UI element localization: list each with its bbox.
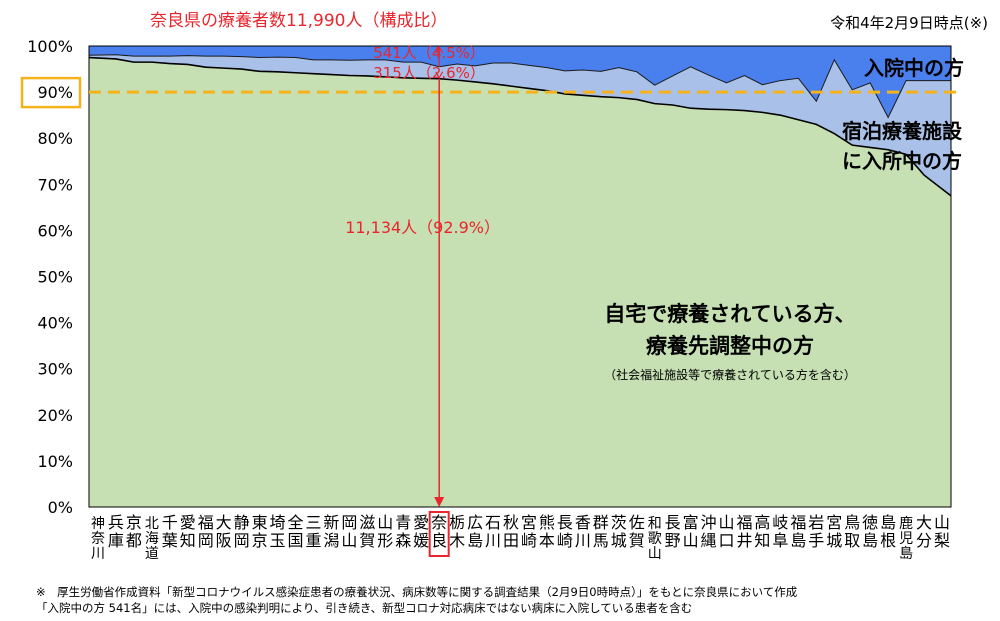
inpatient-label: 入院中の方	[864, 56, 964, 80]
x-tick-label: 北海道	[145, 516, 159, 562]
x-tick-label: 沖縄	[701, 513, 717, 550]
x-tick-label: 鳥取	[844, 513, 860, 550]
x-tick-label: 秋田	[503, 513, 519, 550]
nara-annotations: 541人（4.5%） 315人（2.6%） 11,134人（92.9%）	[345, 44, 500, 507]
x-tick-label: 島根	[880, 513, 896, 550]
area-hotel	[89, 54, 951, 196]
highlight-box-nara	[428, 511, 450, 557]
x-tick-label: 京都	[126, 513, 142, 550]
x-tick-label: 熊本	[539, 513, 555, 550]
y-tick-label: 60%	[37, 221, 73, 240]
x-tick-label: 青森	[395, 513, 411, 550]
x-tick-label: 三重	[305, 513, 321, 550]
x-tick-label: 富山	[683, 513, 699, 550]
y-tick-label: 10%	[37, 452, 73, 471]
x-tick-label: 大分	[916, 513, 932, 550]
x-tick-label: 静岡	[234, 513, 250, 550]
home-label: 自宅で療養されている方、 療養先調整中の方	[560, 298, 900, 362]
x-tick-label: 新潟	[323, 513, 339, 550]
line-home-top	[88, 56, 952, 197]
chart-title: 奈良県の療養者数11,990人（構成比）	[150, 11, 448, 31]
arrowhead-home	[434, 497, 445, 507]
home-label-line1: 自宅で療養されている方、	[604, 302, 856, 326]
x-tick-label: 東京	[252, 513, 268, 550]
x-tick-label: 全国	[288, 513, 304, 550]
chart-areas	[88, 45, 957, 508]
area-inpatient	[89, 46, 951, 118]
x-tick-label: 石川	[485, 513, 501, 550]
x-tick-label: 広島	[467, 513, 483, 550]
x-tick-label: 宮城	[826, 513, 842, 550]
date-label: 令和4年2月9日時点(※)	[830, 14, 988, 32]
y-tick-label: 100%	[27, 37, 73, 56]
annotation-home: 11,134人（92.9%）	[345, 218, 500, 237]
y-tick-label: 40%	[37, 314, 73, 333]
reference-label-box	[20, 76, 82, 109]
x-tick-label: 愛媛	[413, 513, 429, 550]
x-tick-label: 滋賀	[359, 513, 375, 550]
x-tick-label: 鹿児島	[899, 515, 913, 562]
y-tick-label: 50%	[37, 268, 73, 287]
home-label-line2: 療養先調整中の方	[646, 334, 814, 358]
arrowhead-inpatient	[435, 45, 444, 54]
x-tick-label: 山梨	[934, 513, 950, 550]
x-tick-label: 埼玉	[270, 513, 286, 550]
x-tick-label: 岐阜	[772, 513, 788, 550]
x-tick-label: 茨城	[611, 513, 627, 550]
area-home	[89, 57, 951, 507]
y-tick-label: 90%	[37, 83, 73, 102]
hotel-label: 宿泊療養施設 に入所中の方	[842, 116, 962, 176]
x-tick-label: 福岡	[198, 513, 214, 550]
x-tick-label: 和歌山	[648, 516, 662, 562]
x-tick-label: 兵庫	[108, 513, 124, 550]
x-axis: 神奈川兵庫京都北海道千葉愛知福岡大阪静岡東京埼玉全国三重新潟岡山滋賀山形青森愛媛…	[91, 511, 950, 562]
x-tick-label: 長野	[665, 513, 681, 550]
y-tick-label: 80%	[37, 129, 73, 148]
x-tick-label: 栃木	[449, 513, 465, 550]
x-tick-label: 群馬	[593, 513, 609, 550]
x-tick-label: 福島	[790, 513, 806, 550]
x-tick-label: 山形	[377, 513, 393, 550]
home-label-note: （社会福祉施設等で療養されている方を含む）	[604, 368, 856, 382]
y-tick-label: 70%	[37, 175, 73, 194]
arrowhead-hotel	[435, 71, 444, 79]
x-tick-label: 山口	[719, 513, 735, 550]
x-tick-label: 福井	[736, 513, 752, 550]
footnote-1: ※ 厚生労働省作成資料「新型コロナウイルス感染症患者の療養状況、病床数等に関する…	[36, 585, 798, 599]
hotel-label-line1: 宿泊療養施設	[842, 119, 962, 143]
x-tick-label: 神奈川	[91, 516, 105, 562]
annotation-inpatient: 541人（4.5%）	[373, 44, 485, 62]
line-hotel-top	[88, 54, 951, 119]
x-tick-label: 奈良	[431, 513, 447, 550]
x-tick-label: 徳島	[862, 513, 878, 550]
x-tick-label: 香川	[575, 513, 591, 550]
footnote-2: 「入院中の方 541名」には、入院中の感染判明により、引き続き、新型コロナ対応病…	[36, 601, 693, 615]
x-tick-label: 佐賀	[629, 513, 645, 550]
x-tick-label: 岡山	[341, 513, 357, 550]
y-tick-label: 20%	[37, 406, 73, 425]
x-tick-label: 高知	[754, 513, 770, 550]
y-tick-label: 0%	[48, 498, 73, 517]
x-tick-label: 千葉	[162, 513, 178, 550]
hotel-label-line2: に入所中の方	[842, 149, 962, 173]
plot-frame	[88, 45, 952, 508]
x-tick-label: 長崎	[557, 513, 573, 550]
x-tick-label: 岩手	[808, 513, 824, 550]
x-tick-label: 愛知	[180, 513, 196, 550]
y-axis: 0% 10% 20% 30% 40% 50% 60% 70% 80% 90% 100%	[20, 37, 82, 517]
y-tick-label: 30%	[37, 360, 73, 379]
annotation-hotel: 315人（2.6%）	[373, 64, 485, 82]
x-tick-label: 大阪	[216, 513, 232, 550]
x-tick-label: 宮崎	[521, 513, 537, 550]
